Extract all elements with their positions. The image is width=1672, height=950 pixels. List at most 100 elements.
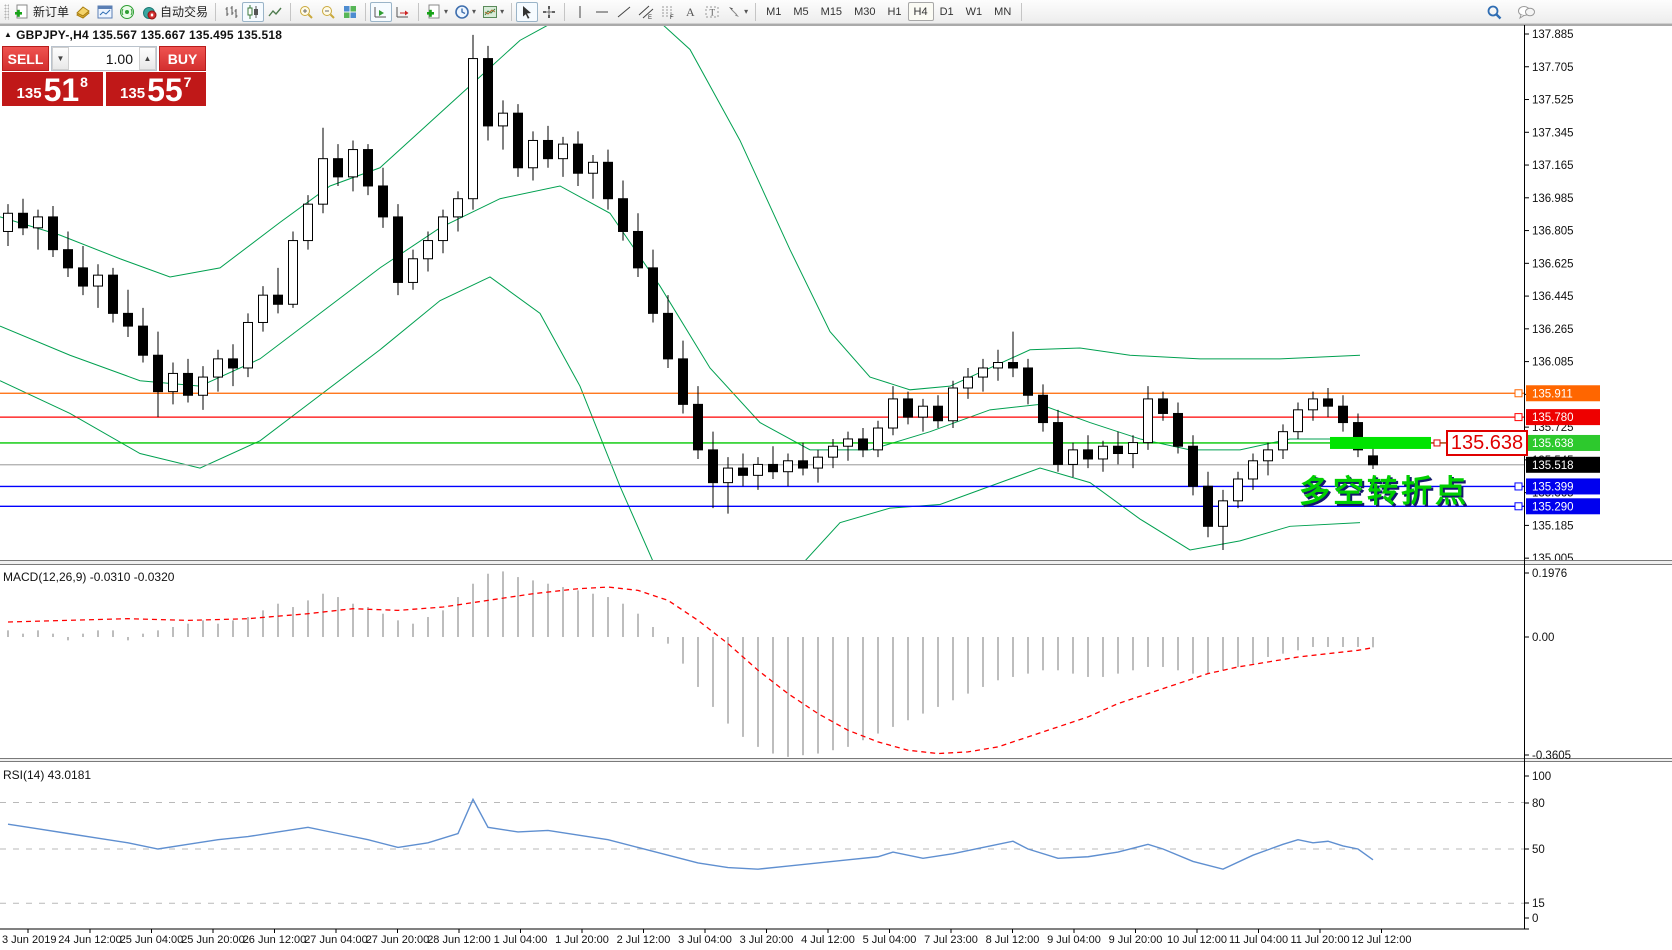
toolbar-grip[interactable]	[4, 3, 9, 20]
turning-point-annotation[interactable]: 多空转折点	[1299, 474, 1469, 509]
sell-price-button[interactable]: 135 51 8	[2, 72, 103, 106]
bull-candle	[888, 398, 898, 429]
candlestick-chart-button[interactable]	[242, 1, 265, 22]
price-tag-box[interactable]: 135.638	[1446, 430, 1528, 456]
sell-button[interactable]: SELL	[2, 46, 49, 71]
rsi-axis-label: 15	[1532, 898, 1545, 910]
main-toolbar: 新订单 自动交易 ▾ ▾	[0, 0, 1672, 24]
bull-candle	[1218, 500, 1228, 527]
line-endpoint-square[interactable]	[1514, 413, 1523, 422]
zoom-in-button[interactable]	[295, 2, 317, 22]
text-button[interactable]: A	[679, 2, 701, 22]
bear-candle	[273, 294, 283, 305]
bull-candle	[723, 467, 733, 484]
autotrading-button[interactable]: 自动交易	[138, 2, 211, 22]
timeframe-button-MN[interactable]: MN	[994, 5, 1012, 18]
toolbar-separator	[511, 2, 513, 21]
bull-candle	[1068, 449, 1078, 465]
buy-button[interactable]: BUY	[159, 46, 206, 71]
bear-candle	[1353, 422, 1363, 451]
text-label-button[interactable]: T	[701, 2, 723, 22]
highlight-zone[interactable]	[1330, 436, 1431, 449]
symbol-ohlc-text: GBPJPY-,H4 135.567 135.667 135.495 135.5…	[16, 28, 283, 42]
new-order-button[interactable]: 新订单	[11, 2, 72, 22]
templates-button[interactable]: ▾	[479, 2, 507, 22]
collapse-icon[interactable]: ▲	[4, 30, 13, 39]
crosshair-button[interactable]	[538, 2, 560, 22]
bull-candle	[978, 367, 988, 378]
zoom-out-button[interactable]	[317, 2, 339, 22]
trendline-button[interactable]	[613, 2, 635, 22]
arrows-button[interactable]: ▾	[723, 2, 751, 22]
bear-candle	[483, 58, 493, 127]
price-axis-tick-label: 136.805	[1532, 226, 1574, 238]
bear-candle	[678, 358, 688, 405]
rsi-axis-label: 80	[1532, 798, 1545, 810]
panel-splitter[interactable]	[0, 560, 1672, 565]
periods-button[interactable]: ▾	[451, 2, 479, 22]
bull-candle	[93, 274, 103, 287]
timeframe-button-D1[interactable]: D1	[939, 5, 954, 18]
svg-text:E: E	[648, 15, 652, 20]
macd-indicator-label: MACD(12,26,9) -0.0310 -0.0320	[3, 570, 175, 584]
price-level-label-bg	[1526, 456, 1600, 473]
timeframe-button-H1[interactable]: H1	[887, 5, 902, 18]
bull-candle	[318, 158, 328, 205]
line-endpoint-square[interactable]	[1514, 502, 1523, 511]
indicators-button[interactable]: ▾	[423, 2, 451, 22]
chart-window-icon[interactable]	[94, 2, 116, 22]
bull-candle	[303, 203, 313, 242]
bear-candle	[1038, 394, 1048, 424]
horizontal-line-button[interactable]	[591, 2, 613, 22]
bull-candle	[1098, 445, 1108, 460]
buy-price-button[interactable]: 135 55 7	[105, 72, 206, 106]
auto-scroll-button[interactable]	[370, 1, 393, 22]
cursor-button[interactable]	[516, 1, 539, 22]
chart-symbol-header: ▲ GBPJPY-,H4 135.567 135.667 135.495 135.…	[4, 28, 282, 42]
timeframe-button-M30[interactable]: M30	[854, 5, 876, 18]
time-axis-label: 12 Jul 12:00	[1352, 934, 1412, 946]
svg-text:F: F	[670, 15, 674, 20]
bear-candle	[903, 398, 913, 418]
timeframe-button-M1[interactable]: M1	[766, 5, 782, 18]
time-axis-label: 1 Jul 04:00	[494, 934, 548, 946]
price-tag-anchor-square[interactable]	[1433, 439, 1441, 447]
bear-candle	[858, 438, 868, 451]
volume-input[interactable]	[69, 47, 139, 70]
search-icon[interactable]	[1483, 2, 1506, 22]
bear-candle	[18, 212, 28, 229]
time-axis-label: 7 Jul 23:00	[924, 934, 978, 946]
vertical-line-button[interactable]	[569, 2, 591, 22]
signals-icon[interactable]	[116, 2, 138, 22]
timeframe-button-M15[interactable]: M15	[820, 5, 843, 18]
timeframe-button-M5[interactable]: M5	[793, 5, 809, 18]
line-chart-button[interactable]	[264, 2, 286, 22]
chart-shift-button[interactable]	[392, 2, 414, 22]
bear-candle	[138, 325, 148, 356]
time-axis-label: 27 Jun 20:00	[366, 934, 430, 946]
line-endpoint-square[interactable]	[1514, 389, 1523, 398]
chat-icon[interactable]	[1514, 2, 1539, 22]
volume-increase-button[interactable]: ▲	[139, 47, 156, 70]
volume-decrease-button[interactable]: ▼	[52, 47, 69, 70]
bear-candle	[1188, 445, 1198, 487]
line-endpoint-square[interactable]	[1514, 482, 1523, 491]
toolbar-separator	[215, 2, 217, 21]
fibonacci-button[interactable]: F	[657, 2, 679, 22]
svg-text:A: A	[686, 5, 695, 19]
toolbar-separator	[418, 2, 420, 21]
history-center-icon[interactable]	[72, 2, 94, 22]
panel-splitter[interactable]	[0, 758, 1672, 762]
timeframe-button-H4[interactable]: H4	[907, 2, 934, 21]
bear-candle	[543, 139, 553, 160]
bull-candle	[528, 139, 538, 169]
timeframe-button-W1[interactable]: W1	[965, 5, 983, 18]
tile-windows-button[interactable]	[339, 2, 361, 22]
time-axis-label: 1 Jul 20:00	[555, 934, 609, 946]
time-axis-label: 28 Jun 12:00	[427, 934, 491, 946]
bar-chart-button[interactable]	[220, 2, 242, 22]
equidistant-channel-button[interactable]: E	[635, 2, 657, 22]
time-axis-label: 27 Jun 04:00	[304, 934, 368, 946]
toolbar-separator	[365, 2, 367, 21]
bear-candle	[708, 449, 718, 484]
